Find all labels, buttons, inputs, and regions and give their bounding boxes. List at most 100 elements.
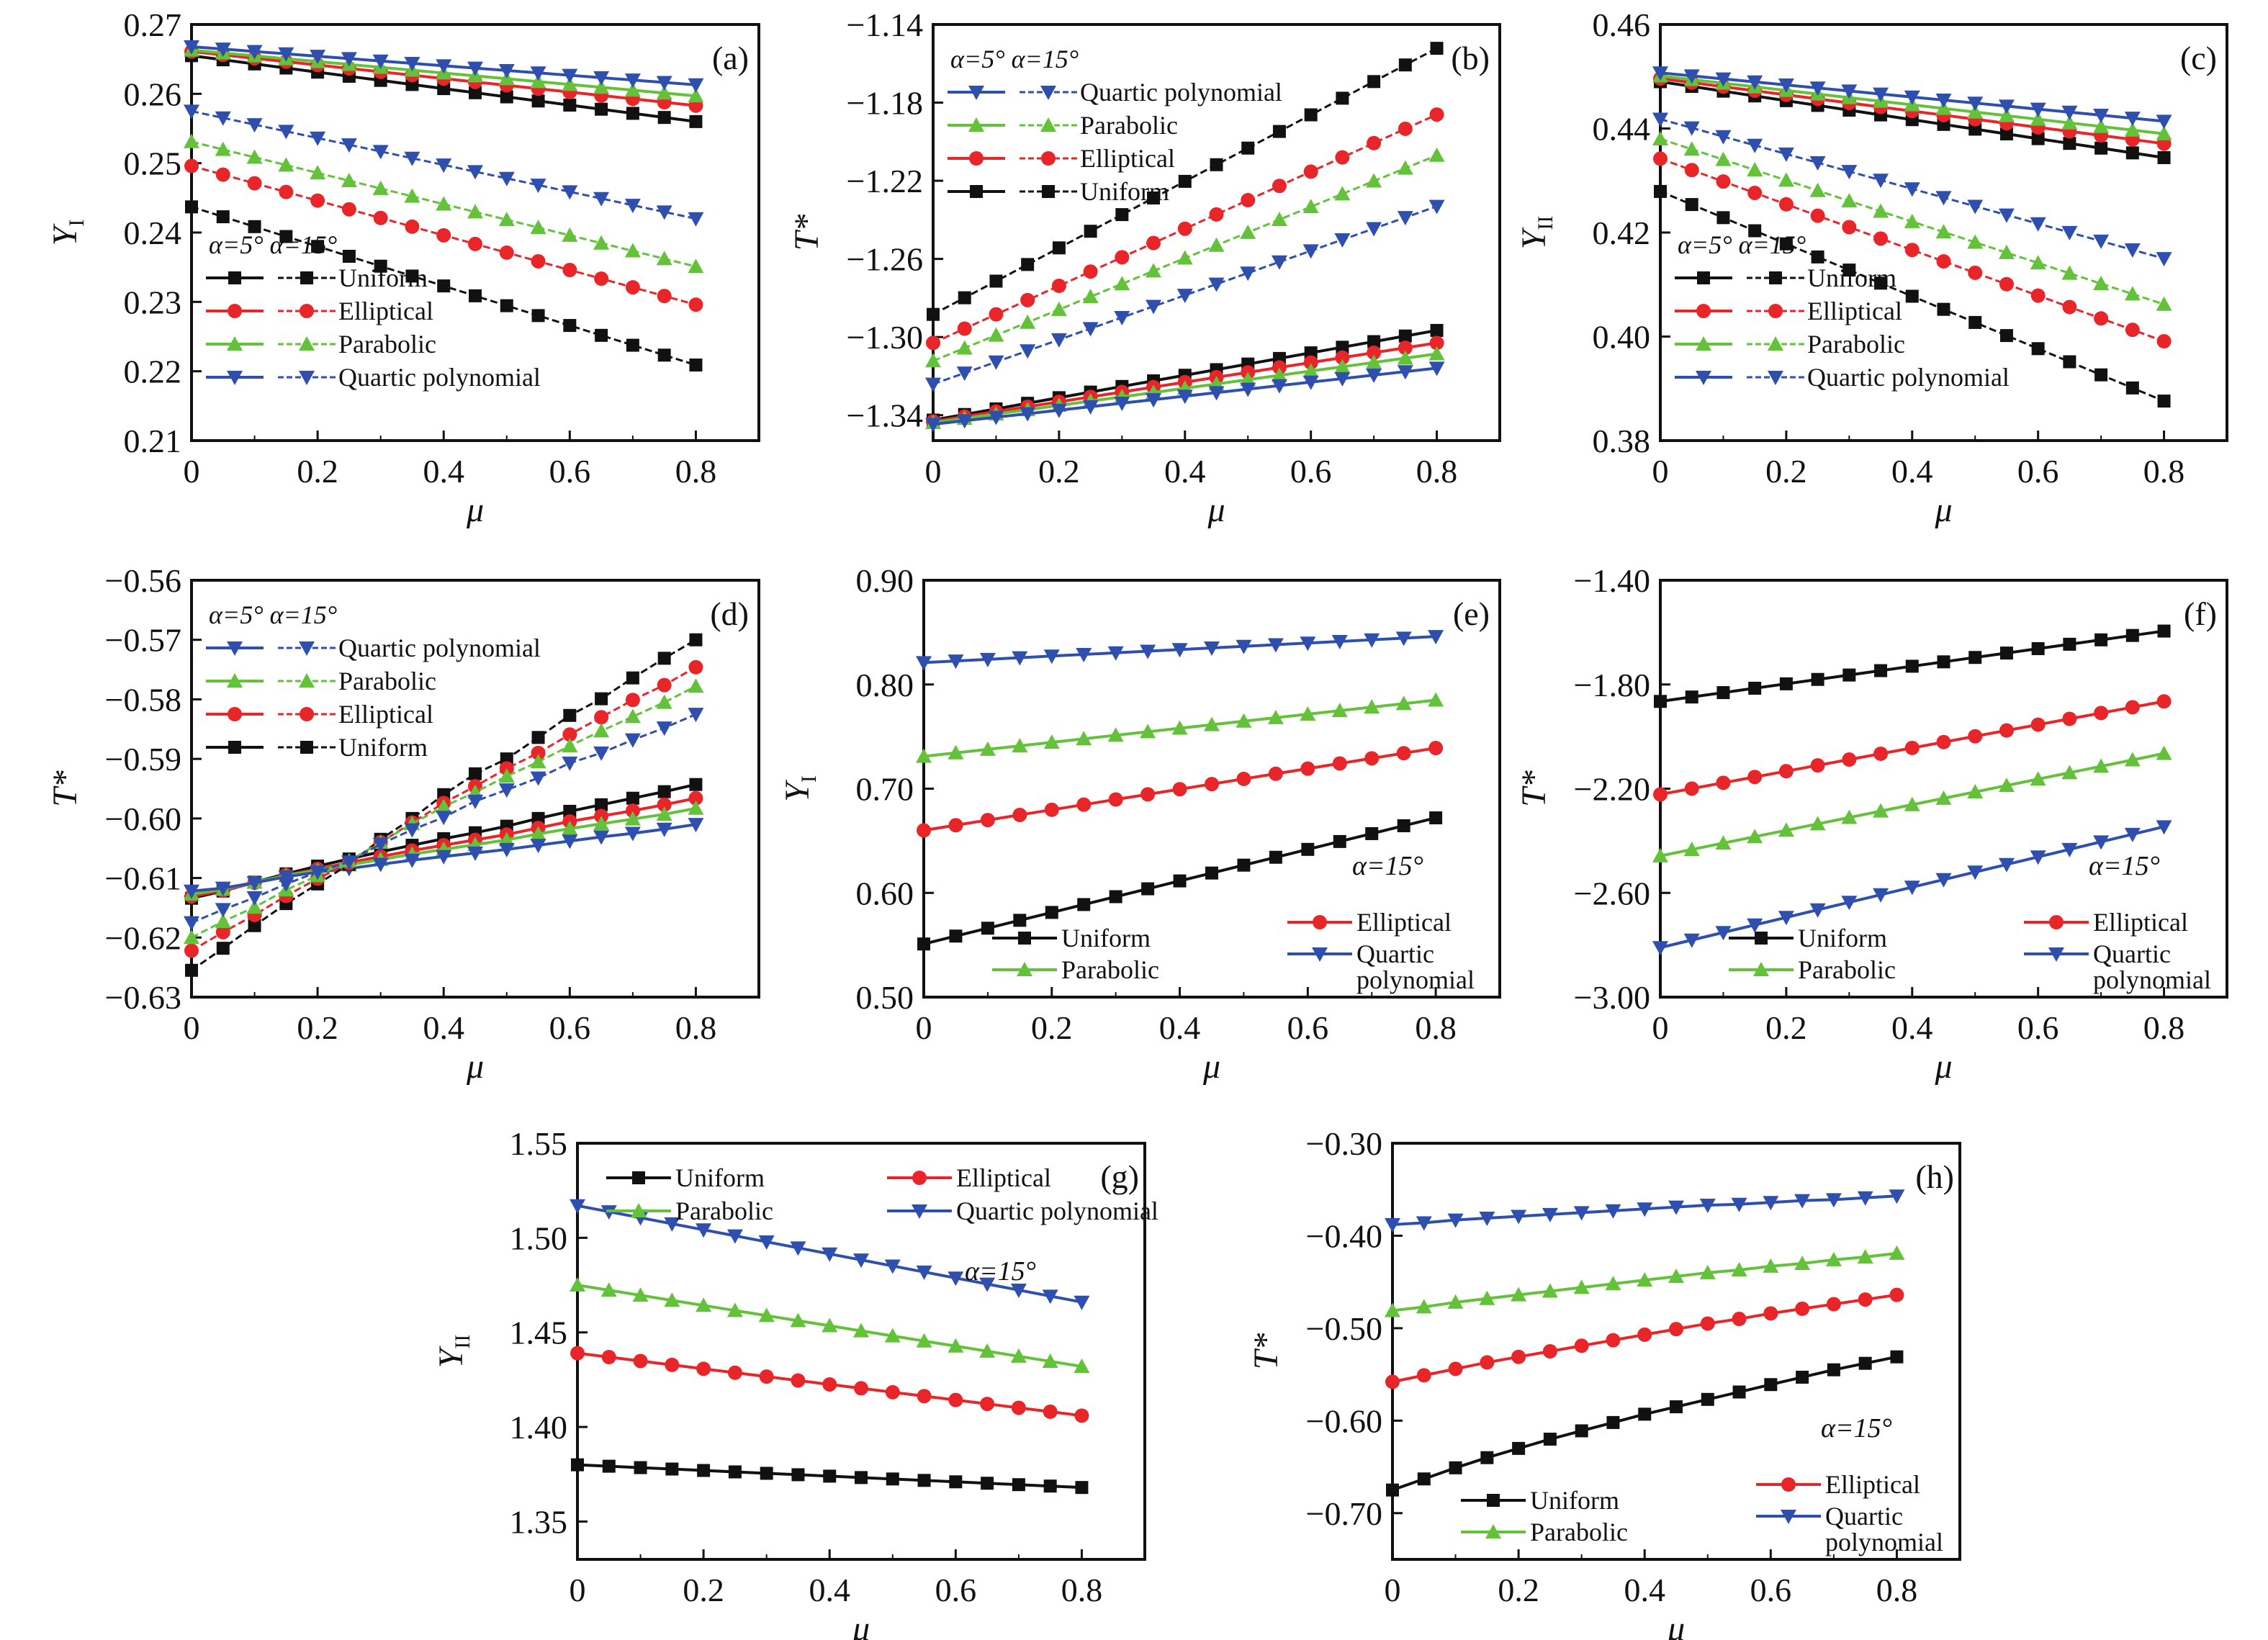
y-axis-title: T* xyxy=(1247,1333,1285,1370)
y-tick-label: −0.30 xyxy=(1306,1125,1382,1162)
data-point xyxy=(498,832,515,847)
series-quartic-polynomial-solid xyxy=(916,630,1444,671)
data-point xyxy=(1367,75,1381,89)
data-point xyxy=(1082,400,1099,415)
legend-marker xyxy=(970,185,983,198)
data-point xyxy=(1701,1392,1714,1406)
data-point xyxy=(2061,265,2078,280)
data-point xyxy=(1447,1213,1464,1228)
data-point xyxy=(1796,1370,1809,1384)
data-point xyxy=(1715,926,1732,941)
data-point xyxy=(563,804,577,818)
data-point xyxy=(2156,252,2172,267)
legend-marker xyxy=(1769,271,1782,284)
data-point xyxy=(372,54,389,69)
data-point xyxy=(1827,1363,1840,1377)
y-axis-title: YII xyxy=(1515,216,1557,250)
data-point xyxy=(626,107,639,120)
legend-entry: Elliptical xyxy=(2024,908,2188,937)
data-point xyxy=(342,249,356,263)
data-point xyxy=(468,236,482,251)
x-tick-label: 0.4 xyxy=(1624,1572,1665,1608)
data-point xyxy=(2157,624,2171,638)
data-point xyxy=(2125,323,2140,338)
series-uniform-dashed xyxy=(185,200,703,371)
legend-marker xyxy=(912,1204,927,1219)
legend-label-line: Quartic xyxy=(1356,940,1434,968)
data-point xyxy=(562,737,578,752)
data-point xyxy=(1809,816,1826,831)
data-point xyxy=(2063,355,2076,369)
y-axis-title-main: T* xyxy=(1515,770,1553,807)
data-point xyxy=(498,63,515,78)
panel-e: 0 0.2 0.4 0.6 0.8 μ 0.50 0.60 0.70 0.80 0.90 YI (e) U… xyxy=(778,562,1501,1086)
y-axis-title-subscript: I xyxy=(65,220,89,227)
data-point xyxy=(594,710,609,725)
data-point xyxy=(2093,234,2110,249)
data-point xyxy=(1076,731,1092,746)
data-point xyxy=(341,138,357,153)
data-point xyxy=(1449,1461,1462,1474)
y-axis-title-subscript: II xyxy=(451,1335,474,1349)
series-quartic-polynomial-solid xyxy=(1652,66,2172,130)
data-point xyxy=(989,274,1003,288)
legend-entry: Uniform xyxy=(1675,263,1896,292)
data-point xyxy=(626,791,639,805)
series-quartic-polynomial-solid xyxy=(1652,820,2172,956)
data-point xyxy=(404,853,420,868)
data-point xyxy=(1140,787,1156,802)
data-point xyxy=(1428,199,1445,215)
data-point xyxy=(1747,162,1763,177)
data-point xyxy=(1605,1276,1621,1291)
data-point xyxy=(1364,751,1380,766)
legend: α=5° α=15°Uniform Elliptical Parabolic Quar… xyxy=(206,230,541,392)
data-point xyxy=(1205,777,1219,792)
data-point xyxy=(1302,375,1319,390)
data-point xyxy=(1115,250,1130,265)
y-tick-label: 1.35 xyxy=(510,1503,568,1540)
data-point xyxy=(1747,75,1763,90)
data-point xyxy=(1998,778,2015,793)
data-point xyxy=(665,1462,679,1476)
data-point xyxy=(633,1353,648,1369)
panel-a: 0 0.2 0.4 0.6 0.8 μ 0.21 0.22 0.23 0.24 0.25 0.26 0.… xyxy=(46,6,760,529)
data-point xyxy=(1480,1355,1495,1370)
data-point xyxy=(341,202,356,217)
data-point xyxy=(1364,633,1380,648)
data-point xyxy=(1141,882,1155,896)
data-point xyxy=(372,857,389,873)
data-point xyxy=(2030,255,2046,270)
data-point xyxy=(916,1265,932,1280)
data-point xyxy=(1779,677,1793,690)
data-point xyxy=(657,785,671,798)
data-point xyxy=(1332,756,1347,771)
data-point xyxy=(1905,289,1919,303)
data-point xyxy=(595,798,608,811)
data-point xyxy=(530,73,546,89)
legend-marker xyxy=(912,1171,927,1185)
y-tick-label: −2.20 xyxy=(1574,771,1650,808)
data-point xyxy=(215,913,231,928)
data-point xyxy=(1050,333,1067,348)
data-point xyxy=(1107,646,1124,661)
data-point xyxy=(436,811,452,826)
data-point xyxy=(979,1277,996,1292)
data-point xyxy=(530,826,546,841)
data-point xyxy=(1115,208,1129,222)
legend-label: Elliptical xyxy=(1356,908,1452,937)
y-axis-title: YII xyxy=(432,1335,474,1369)
data-point xyxy=(2157,395,2171,408)
legend: Uniform Elliptical Parabolic Quartic polyno… xyxy=(606,1163,1158,1287)
x-axis-title: μ xyxy=(466,491,484,529)
data-point xyxy=(2093,758,2110,773)
data-point xyxy=(1637,1327,1652,1342)
legend-marker xyxy=(227,371,243,385)
data-point xyxy=(341,52,357,67)
data-point xyxy=(1967,234,1984,249)
data-point xyxy=(1699,1199,1716,1214)
data-point xyxy=(571,1458,584,1472)
data-point xyxy=(948,744,964,760)
data-point xyxy=(1998,208,2015,223)
data-point xyxy=(530,66,546,81)
y-tick-label: −1.30 xyxy=(847,319,923,356)
